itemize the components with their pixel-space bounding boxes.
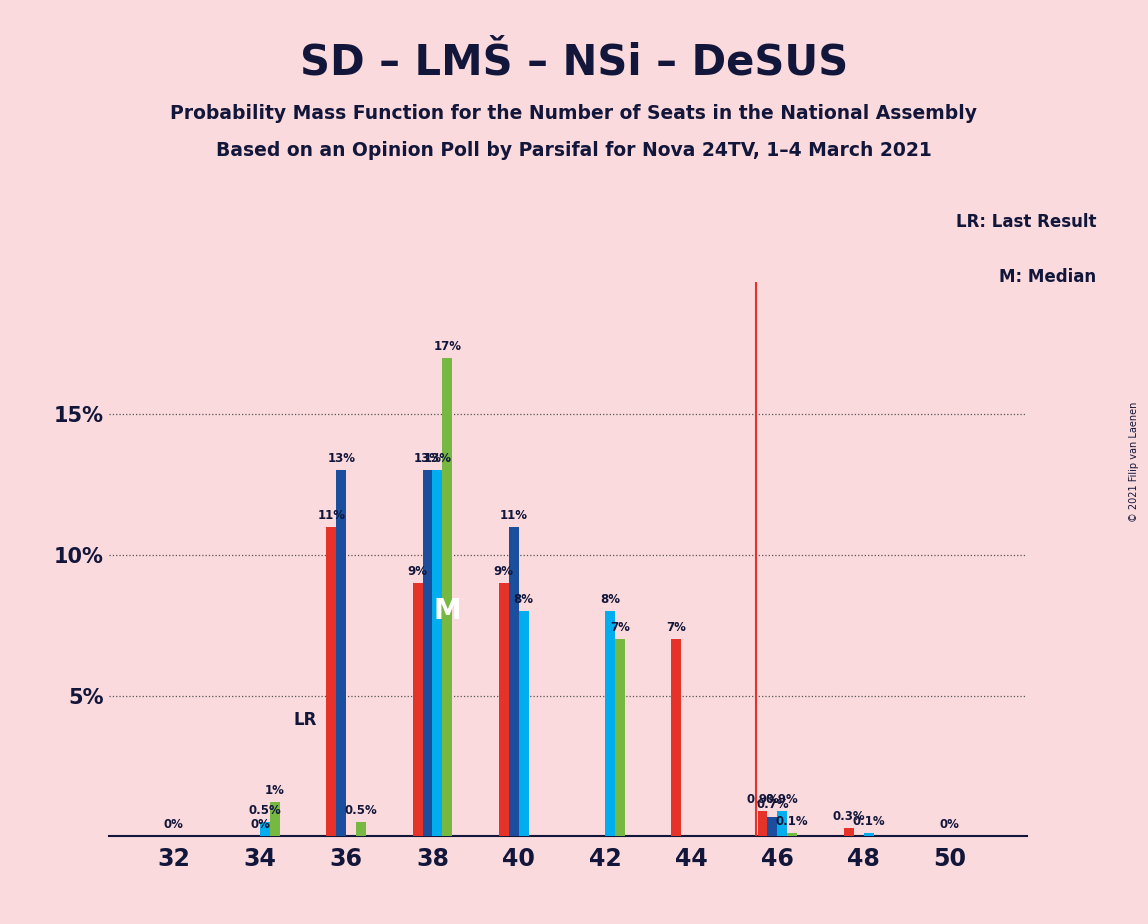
Text: © 2021 Filip van Laenen: © 2021 Filip van Laenen: [1128, 402, 1139, 522]
Text: 0.1%: 0.1%: [852, 815, 885, 828]
Text: 0.9%: 0.9%: [766, 793, 799, 806]
Bar: [412, 583, 422, 836]
Bar: [499, 583, 509, 836]
Bar: [788, 833, 797, 836]
Text: 0.3%: 0.3%: [832, 809, 866, 822]
Bar: [422, 470, 433, 836]
Bar: [259, 822, 270, 836]
Bar: [433, 470, 442, 836]
Text: LR: Last Result: LR: Last Result: [956, 213, 1096, 230]
Text: 0%: 0%: [250, 818, 270, 832]
Text: SD – LMŠ – NSi – DeSUS: SD – LMŠ – NSi – DeSUS: [300, 42, 848, 83]
Text: Based on an Opinion Poll by Parsifal for Nova 24TV, 1–4 March 2021: Based on an Opinion Poll by Parsifal for…: [216, 141, 932, 161]
Bar: [509, 527, 519, 836]
Text: M: Median: M: Median: [999, 268, 1096, 286]
Text: 0.9%: 0.9%: [746, 793, 778, 806]
Text: 0.5%: 0.5%: [249, 804, 281, 817]
Bar: [672, 639, 681, 836]
Text: LR: LR: [294, 711, 317, 729]
Bar: [768, 817, 777, 836]
Bar: [844, 828, 854, 836]
Text: 1%: 1%: [265, 784, 285, 797]
Bar: [270, 802, 280, 836]
Text: 0.1%: 0.1%: [776, 815, 808, 828]
Text: 13%: 13%: [413, 453, 442, 466]
Text: 9%: 9%: [494, 565, 514, 578]
Text: 0%: 0%: [940, 818, 960, 832]
Text: 17%: 17%: [433, 340, 461, 353]
Bar: [336, 470, 347, 836]
Text: 13%: 13%: [424, 453, 451, 466]
Bar: [519, 611, 528, 836]
Text: 0.7%: 0.7%: [757, 798, 789, 811]
Text: 9%: 9%: [408, 565, 427, 578]
Text: 8%: 8%: [513, 593, 534, 606]
Text: Probability Mass Function for the Number of Seats in the National Assembly: Probability Mass Function for the Number…: [171, 104, 977, 124]
Text: 7%: 7%: [610, 621, 630, 634]
Bar: [326, 527, 336, 836]
Text: 13%: 13%: [327, 453, 355, 466]
Bar: [605, 611, 615, 836]
Bar: [442, 358, 452, 836]
Text: 11%: 11%: [499, 508, 528, 521]
Bar: [863, 833, 874, 836]
Text: 11%: 11%: [317, 508, 346, 521]
Text: 0%: 0%: [164, 818, 184, 832]
Text: M: M: [434, 597, 461, 626]
Text: 7%: 7%: [666, 621, 687, 634]
Bar: [615, 639, 625, 836]
Text: 8%: 8%: [600, 593, 620, 606]
Bar: [356, 822, 366, 836]
Text: 0.5%: 0.5%: [344, 804, 378, 817]
Bar: [777, 811, 788, 836]
Bar: [758, 811, 768, 836]
